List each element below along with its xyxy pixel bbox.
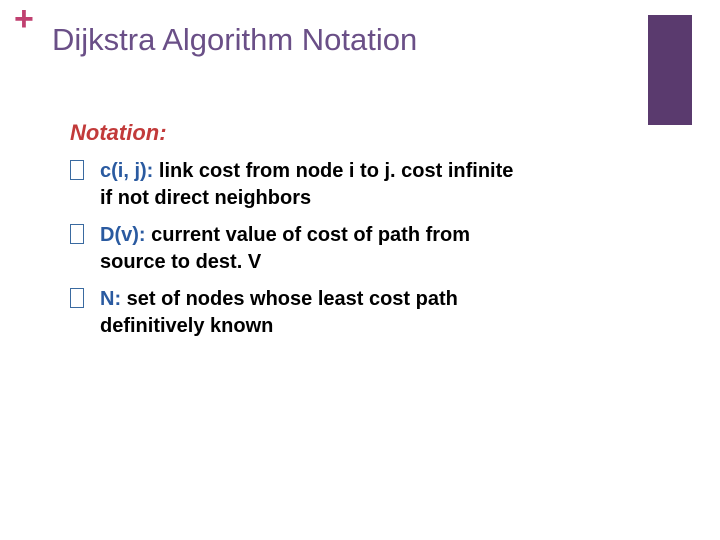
slide-title: Dijkstra Algorithm Notation (52, 22, 417, 58)
list-item: N: set of nodes whose least cost path de… (70, 286, 520, 340)
plus-icon: + (14, 2, 34, 36)
term-label: N: (100, 288, 121, 310)
bullet-icon (70, 224, 84, 244)
list-item: D(v): current value of cost of path from… (70, 222, 520, 276)
accent-box (648, 15, 692, 125)
notation-heading: Notation: (70, 120, 520, 146)
bullet-icon (70, 160, 84, 180)
term-label: c(i, j): (100, 160, 153, 182)
slide: + Dijkstra Algorithm Notation Notation: … (0, 0, 720, 540)
term-desc: current value of cost of path from sourc… (100, 224, 470, 273)
term-desc: set of nodes whose least cost path defin… (100, 288, 458, 337)
bullet-icon (70, 288, 84, 308)
content-area: Notation: c(i, j): link cost from node i… (70, 120, 520, 350)
term-desc: link cost from node i to j. cost infinit… (100, 160, 513, 209)
list-item: c(i, j): link cost from node i to j. cos… (70, 158, 520, 212)
term-label: D(v): (100, 224, 146, 246)
